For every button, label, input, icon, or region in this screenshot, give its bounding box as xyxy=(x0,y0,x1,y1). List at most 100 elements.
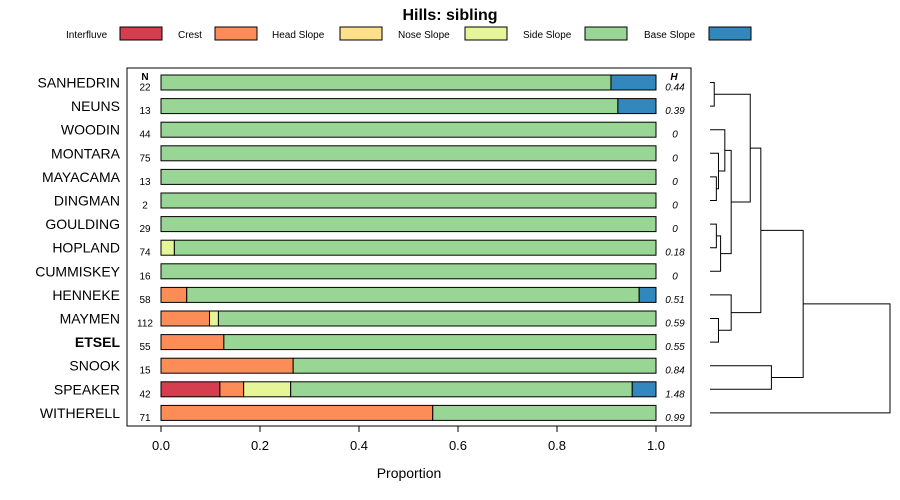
legend-label-crest: Crest xyxy=(178,30,202,41)
row-label: SPEAKER xyxy=(54,381,120,397)
bar-segment-crest xyxy=(219,381,245,398)
legend-swatch-head-slope xyxy=(339,26,383,41)
n-value: 15 xyxy=(139,366,151,377)
chart-title: Hills: sibling xyxy=(402,7,497,24)
bar-segment-nose-slope xyxy=(160,239,175,256)
h-value: 0 xyxy=(672,201,678,212)
bar-segment-side-slope xyxy=(186,286,640,303)
legend: Interfluve Crest Head Slope Nose Slope Side … xyxy=(66,26,752,41)
bar-segment-crest xyxy=(160,334,225,351)
plot-frame xyxy=(126,67,692,427)
bar-segment-side-slope xyxy=(160,145,657,162)
n-value: 42 xyxy=(139,389,151,400)
h-value: 0.84 xyxy=(665,366,685,377)
h-value: 0.39 xyxy=(665,106,685,117)
h-value: 0 xyxy=(672,224,678,235)
n-value: 29 xyxy=(139,224,151,235)
bar-segment-side-slope xyxy=(160,192,657,209)
dendrogram-link xyxy=(710,294,732,331)
dendrogram-link xyxy=(760,229,804,378)
bar-segment-base-slope xyxy=(617,98,657,115)
bar-segment-side-slope xyxy=(160,121,657,138)
legend-swatch-interfluve xyxy=(119,26,163,41)
n-value: 75 xyxy=(139,153,151,164)
legend-label-base-slope: Base Slope xyxy=(644,30,696,41)
h-value: 0 xyxy=(672,271,678,282)
dendrogram-link xyxy=(710,235,722,272)
x-tick-label: 0.2 xyxy=(251,438,269,453)
h-value: 1.48 xyxy=(665,389,685,400)
row-label: SANHEDRIN xyxy=(38,75,120,91)
legend-swatch-nose-slope xyxy=(464,26,508,41)
bar-segment-crest xyxy=(160,286,188,303)
h-value: 0 xyxy=(672,153,678,164)
row-label: DINGMAN xyxy=(54,193,120,209)
n-column-header: N xyxy=(141,72,148,83)
bar-segment-side-slope xyxy=(160,74,612,91)
n-value: 2 xyxy=(142,201,148,212)
row-label: MAYACAMA xyxy=(42,169,121,185)
dendrogram-link xyxy=(710,152,719,190)
row-label: HENNEKE xyxy=(52,287,120,303)
h-value: 0 xyxy=(672,130,678,141)
h-value: 0.44 xyxy=(665,83,685,94)
n-value: 74 xyxy=(139,248,151,259)
bar-segment-interfluve xyxy=(160,381,221,398)
bar-segment-crest xyxy=(160,404,434,421)
row-label: WITHERELL xyxy=(40,405,120,421)
legend-swatch-side-slope xyxy=(584,26,628,41)
x-tick-label: 0.0 xyxy=(152,438,170,453)
row-label: CUMMISKEY xyxy=(35,263,120,279)
bar-segment-nose-slope xyxy=(243,381,292,398)
h-value: 0.59 xyxy=(665,319,685,330)
dendrogram xyxy=(710,82,891,414)
x-tick-label: 1.0 xyxy=(647,438,665,453)
n-value: 112 xyxy=(137,319,153,330)
bar-segment-side-slope xyxy=(160,216,657,233)
dendrogram-link xyxy=(720,149,732,255)
dendrogram-link xyxy=(710,318,719,343)
legend-swatch-base-slope xyxy=(708,26,752,41)
bar-segment-side-slope xyxy=(217,310,657,327)
dendrogram-link xyxy=(731,147,762,314)
n-value: 71 xyxy=(139,413,151,424)
bar-segment-base-slope xyxy=(610,74,657,91)
row-label: MONTARA xyxy=(51,145,121,161)
bar-segment-base-slope xyxy=(638,286,657,303)
n-value: 44 xyxy=(139,130,151,141)
bar-segment-side-slope xyxy=(290,381,633,398)
dendrogram-link xyxy=(714,93,751,203)
rows: SANHEDRIN 22 0.44 NEUNS 13 0.39 WOODIN 44 0 MONTA… xyxy=(35,74,685,424)
h-value: 0 xyxy=(672,177,678,188)
bar-segment-side-slope xyxy=(223,334,657,351)
x-axis-title: Proportion xyxy=(377,465,442,481)
dendrogram-link xyxy=(710,82,715,107)
legend-label-head-slope: Head Slope xyxy=(272,30,325,41)
x-tick-label: 0.8 xyxy=(548,438,566,453)
row-label: ETSEL xyxy=(75,334,121,350)
dendrogram-link xyxy=(710,176,717,201)
bar-segment-side-slope xyxy=(292,357,657,374)
bar-segment-side-slope xyxy=(160,168,657,185)
x-axis: 0.0 0.2 0.4 0.6 0.8 1.0 xyxy=(152,426,665,453)
h-value: 0.18 xyxy=(665,248,685,259)
row-label: NEUNS xyxy=(71,98,120,114)
n-value: 22 xyxy=(139,83,151,94)
x-tick-label: 0.6 xyxy=(449,438,467,453)
h-value: 0.51 xyxy=(665,295,684,306)
bar-segment-side-slope xyxy=(160,98,619,115)
n-value: 13 xyxy=(139,177,151,188)
bar-segment-side-slope xyxy=(173,239,657,256)
n-value: 55 xyxy=(139,342,151,353)
bar-segment-base-slope xyxy=(631,381,657,398)
legend-label-side-slope: Side Slope xyxy=(523,30,572,41)
dendrogram-link xyxy=(710,303,891,414)
row-label: MAYMEN xyxy=(60,311,120,327)
h-value: 0.99 xyxy=(665,413,685,424)
legend-label-nose-slope: Nose Slope xyxy=(398,30,450,41)
bar-segment-side-slope xyxy=(432,404,657,421)
n-value: 13 xyxy=(139,106,151,117)
bar-segment-nose-slope xyxy=(209,310,219,327)
legend-swatch-crest xyxy=(214,26,258,41)
